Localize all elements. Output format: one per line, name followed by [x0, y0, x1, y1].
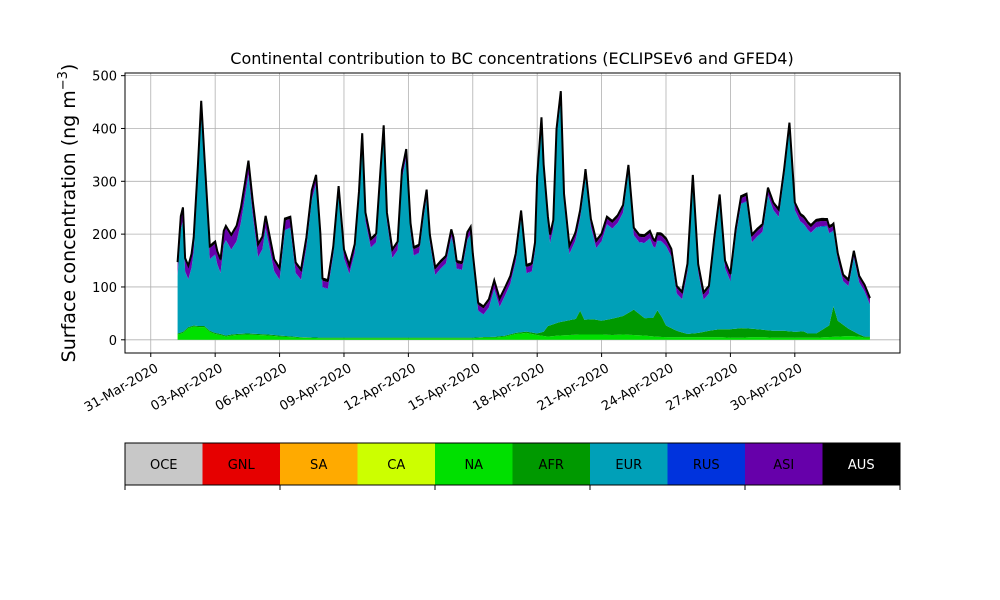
colorbar-label-eur: EUR: [615, 458, 642, 473]
colorbar-label-afr: AFR: [539, 458, 564, 473]
y-axis-label-main: Surface concentration (ng m: [58, 90, 80, 362]
stacked-areas: [177, 91, 870, 340]
colorbar-cell-aus: [822, 443, 900, 485]
colorbar-label-gnl: GNL: [228, 458, 256, 473]
y-tick-label: 300: [92, 175, 117, 190]
colorbar-cell-gnl: [202, 443, 280, 485]
x-tick-label: 18-Apr-2020: [470, 361, 547, 414]
x-tick-label: 15-Apr-2020: [406, 361, 483, 414]
x-tick-label: 31-Mar-2020: [82, 361, 161, 415]
colorbar-cell-oce: [125, 443, 203, 485]
colorbar-label-oce: OCE: [150, 458, 178, 473]
colorbar-cell-asi: [745, 443, 823, 485]
colorbar-label-asi: ASI: [773, 458, 794, 473]
colorbar-cell-ca: [357, 443, 435, 485]
colorbar-cell-na: [435, 443, 513, 485]
colorbar-legend: OCE GNL SA CA NA AFR EUR RUS ASI AUS: [124, 442, 901, 490]
y-tick-label: 100: [92, 281, 117, 296]
y-tick-label: 0: [109, 334, 117, 349]
colorbar-label-rus: RUS: [693, 458, 720, 473]
x-tick-label: 12-Apr-2020: [342, 361, 419, 414]
total-line: [176, 91, 871, 308]
colorbar-label-aus: AUS: [848, 458, 875, 473]
colorbar-label-ca: CA: [387, 458, 405, 473]
y-axis-label-superscript: −3: [56, 71, 71, 90]
y-tick-label: 200: [92, 228, 117, 243]
x-tick-label: 09-Apr-2020: [277, 361, 354, 414]
colorbar-cell-sa: [280, 443, 358, 485]
colorbar-cell-rus: [667, 443, 745, 485]
y-tick-label: 500: [92, 70, 117, 85]
x-tick-label: 27-Apr-2020: [664, 361, 741, 414]
chart-title: Continental contribution to BC concentra…: [230, 49, 793, 68]
x-tick-label: 03-Apr-2020: [148, 361, 225, 414]
x-tick-label: 21-Apr-2020: [535, 361, 612, 414]
x-tick-label: 24-Apr-2020: [599, 361, 676, 414]
y-axis-label-close: ): [58, 64, 80, 71]
y-axis-label: Surface concentration (ng m−3): [56, 64, 80, 363]
area-afr: [177, 306, 870, 339]
plot-frame: [124, 72, 901, 354]
colorbar-cell-afr: [512, 443, 590, 485]
y-tick-label: 400: [92, 122, 117, 137]
x-tick-label: 06-Apr-2020: [213, 361, 290, 414]
colorbar-frame: [124, 442, 901, 486]
total-outline: [176, 91, 871, 308]
area-na: [177, 326, 870, 340]
colorbar-label-na: NA: [464, 458, 483, 473]
colorbar-cell-eur: [590, 443, 668, 485]
area-eur: [177, 100, 870, 338]
colorbar-label-sa: SA: [310, 458, 327, 473]
x-tick-label: 30-Apr-2020: [728, 361, 805, 414]
